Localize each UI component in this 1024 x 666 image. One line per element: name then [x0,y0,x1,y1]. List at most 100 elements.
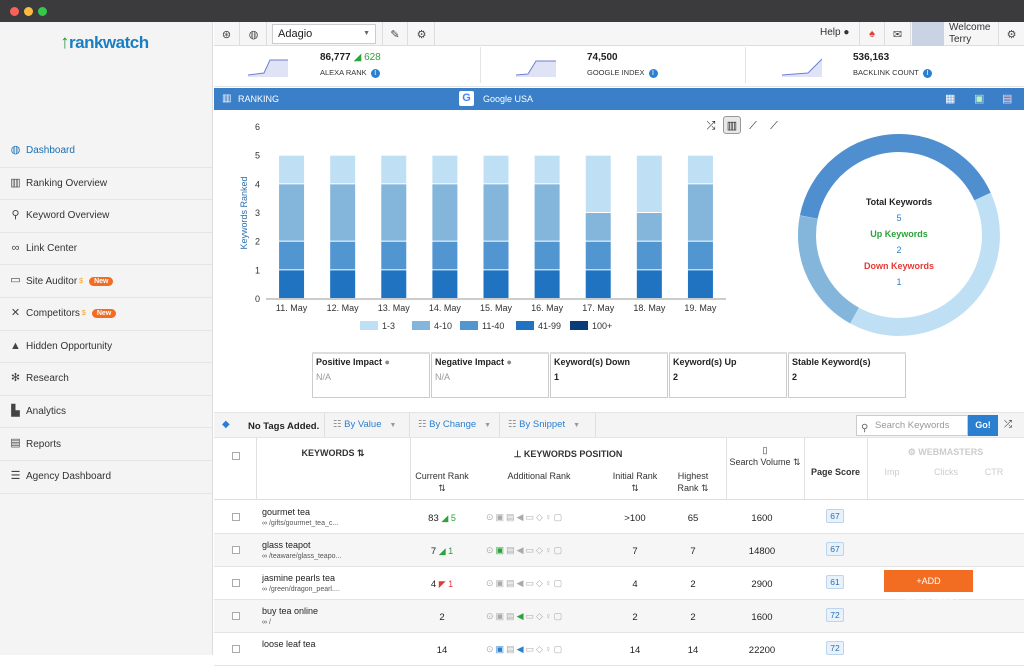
table-row[interactable]: buy tea online ∞ / 2 ⊙▣▤◀▭◇♀▢ 2 2 1600 7… [214,600,1024,633]
sidebar-item-hidden-opportunity[interactable]: ▲ Hidden Opportunity [0,331,213,364]
help-link[interactable]: Help ● [820,27,849,38]
initial-rank-label: Initial Rank [612,471,658,481]
trend-chart-icon[interactable]: ⟋ [770,120,778,132]
window-titlebar [0,0,1024,22]
messages-button[interactable]: ✉ [885,22,911,46]
by-snippet-filter[interactable]: ☷ By Snippet ▼ [500,413,596,437]
sidebar-item-agency-dashboard[interactable]: ☰ Agency Dashboard [0,461,213,494]
info-icon[interactable]: i [648,69,658,78]
shuffle-icon[interactable]: ⤮ [706,120,716,132]
excel-export-icon[interactable]: ▣ [974,93,985,105]
search-icon: ⚲ [861,423,869,434]
initial-rank-header[interactable]: Initial Rank ⇅ [610,470,660,494]
rankwatch-logo[interactable]: ↑rankwatch [60,32,149,53]
edit-project-button[interactable]: ✎ [382,22,408,46]
sidebar-item-ranking-overview[interactable]: ▥ Ranking Overview [0,168,213,201]
page-score-badge[interactable]: 72 [826,608,844,622]
settings-button[interactable]: ⚙ [998,22,1024,46]
serp-features-icons: ⊙▣▤◀▭◇♀▢ [486,644,565,654]
globe-button[interactable]: ◍ [241,22,267,46]
sidebar-item-link-center[interactable]: ∞ Link Center [0,233,213,266]
user-name: Terry [949,34,972,45]
info-icon[interactable]: ● [384,357,390,367]
sidebar-item-label: Site Auditor [26,275,78,287]
keyword-url[interactable]: ∞ / [262,619,271,626]
sidebar-item-reports[interactable]: ▤ Reports [0,428,213,461]
back-button[interactable]: ⊛ [214,22,240,46]
sidebar-nav: ◍ Dashboard ▥ Ranking Overview ⚲ Keyword Ov… [0,135,213,494]
bar-segment [330,270,356,298]
go-button[interactable]: Go! [968,415,998,436]
project-settings-button[interactable]: ⚙ [409,22,435,46]
ranking-title: RANKING [238,94,280,104]
search-volume-label: Search Volume [729,457,791,467]
bar-segment [432,270,458,298]
sidebar-item-label: Dashboard [26,145,75,157]
y-tick-label: 2 [255,237,260,247]
stable-keywords-title: Stable Keyword(s) [792,357,871,367]
row-checkbox[interactable] [232,612,240,620]
alexa-rank-delta-value: 628 [364,52,381,63]
search-engine-label[interactable]: Google USA [483,94,534,104]
current-rank-header[interactable]: Current Rank ⇅ [412,470,472,494]
close-window-button[interactable] [10,7,19,16]
minimize-window-button[interactable] [24,7,33,16]
maximize-window-button[interactable] [38,7,47,16]
row-checkbox[interactable] [232,546,240,554]
sidebar-item-site-auditor[interactable]: ▭ Site Auditor $ New [0,265,213,298]
up-keywords-label: Up Keywords [870,229,928,239]
by-change-filter[interactable]: ☷ By Change ▼ [410,413,500,437]
info-icon[interactable]: i [370,69,380,78]
page-score-badge[interactable]: 67 [826,509,844,523]
by-value-filter[interactable]: ☷ By Value ▼ [324,413,410,437]
info-icon[interactable]: i [922,69,932,78]
list-icon: ☷ [508,419,520,430]
page-score-badge[interactable]: 61 [826,575,844,589]
row-checkbox[interactable] [232,579,240,587]
new-badge: New [91,309,117,319]
add-webmasters-button[interactable]: +ADD WEBMASTERS [884,570,973,608]
select-all-checkbox[interactable] [232,452,240,460]
row-checkbox[interactable] [232,513,240,521]
down-keywords-label: Down Keywords [863,261,934,271]
brand-name: rankwatch [69,33,149,52]
table-row[interactable]: gourmet tea ∞ /gifts/gourmet_tea_c... 83… [214,501,1024,534]
keyword-url[interactable]: ∞ /teaware/glass_teapo... [262,553,341,560]
keyword-search-input[interactable]: ⚲ Search Keywords [856,415,968,436]
positive-impact-title: Positive Impact ● [316,357,426,367]
current-rank-cell: 7 ◢ 1 [422,546,462,557]
page-score-badge[interactable]: 67 [826,542,844,556]
pdf-export-icon[interactable]: ▤ [1002,93,1013,105]
bar-segment [381,184,407,241]
row-checkbox[interactable] [232,645,240,653]
sidebar-item-keyword-overview[interactable]: ⚲ Keyword Overview [0,200,213,233]
sidebar-item-dashboard[interactable]: ◍ Dashboard [0,135,213,168]
keyword-url[interactable]: ∞ /gifts/gourmet_tea_c... [262,520,338,527]
sidebar-item-competitors[interactable]: ✕ Competitors $ New [0,298,213,331]
search-volume-cell: 1600 [751,612,773,623]
highest-rank-header[interactable]: Highest Rank ⇅ [668,470,718,494]
tag-icon[interactable]: ◆ [222,419,230,430]
table-row[interactable]: loose leaf tea 14 ⊙▣▤◀▭◇♀▢ 14 14 22200 7… [214,633,1024,666]
shuffle-icon[interactable]: ⤮ [1004,419,1012,430]
info-icon[interactable]: ● [506,357,512,367]
calendar-export-icon[interactable]: ▦ [945,93,956,105]
keyword-url[interactable]: ∞ /green/dragon_pearl.... [262,586,340,593]
avatar[interactable] [912,22,944,46]
x-tick-label: 19. May [684,303,717,313]
ctr-header: CTR [984,467,1004,477]
project-select[interactable]: Adagio ▼ [272,24,376,44]
table-row[interactable]: glass teapot ∞ /teaware/glass_teapo... 7… [214,534,1024,567]
line-chart-icon[interactable]: ⟋ [749,120,757,132]
page-score-badge[interactable]: 72 [826,641,844,655]
bell-icon: ♠ [869,28,875,40]
sidebar-item-research[interactable]: ✻ Research [0,363,213,396]
sort-icon: ⇅ [700,483,709,493]
keywords-column-header[interactable]: KEYWORDS ⇅ [256,447,410,459]
bar-chart-icon[interactable]: ▥ [723,116,741,134]
sidebar-item-analytics[interactable]: ▙ Analytics [0,396,213,429]
table-row[interactable]: jasmine pearls tea ∞ /green/dragon_pearl… [214,567,1024,608]
settings-doc-icon: ⚙ [416,28,427,41]
notifications-button[interactable]: ♠ [859,22,885,46]
search-volume-header[interactable]: ▯ Search Volume ⇅ [726,444,804,468]
